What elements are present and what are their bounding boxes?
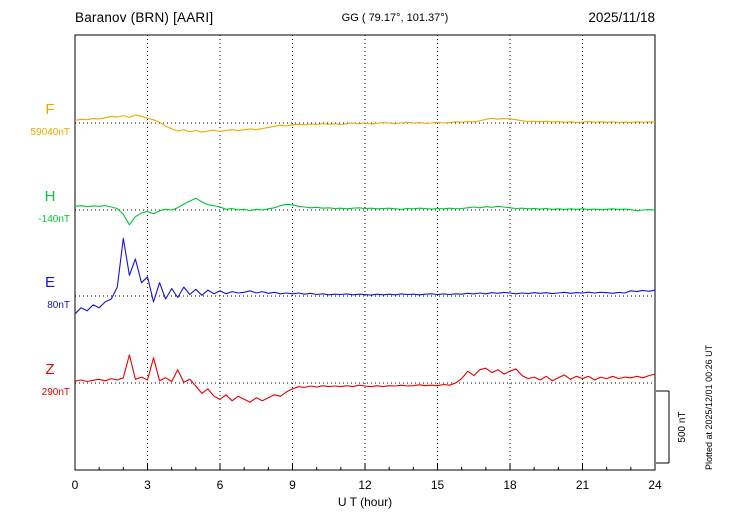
- plot-date: 2025/11/18: [588, 10, 655, 25]
- x-tick-label: 9: [289, 478, 296, 492]
- channel-value-Z: 290nT: [41, 387, 70, 398]
- trace-F: [74, 114, 656, 133]
- x-axis-title: U T (hour): [337, 495, 393, 509]
- geographic-coordinates: GG ( 79.17°, 101.37°): [341, 12, 449, 24]
- x-tick-label: 24: [648, 478, 662, 492]
- plotted-at-note: Plotted at 2025/12/01 00:26 UT: [704, 344, 714, 470]
- channel-label-Z: Z: [45, 361, 55, 378]
- channel-label-H: H: [44, 188, 56, 205]
- plot-border: [74, 34, 656, 471]
- channel-value-F: 59040nT: [30, 127, 70, 138]
- channel-value-E: 80nT: [47, 300, 70, 311]
- channel-value-H: -140nT: [38, 214, 70, 225]
- x-tick-label: 18: [503, 478, 517, 492]
- trace-H: [74, 197, 656, 226]
- scale-bar-label: 500 nT: [677, 411, 688, 442]
- x-tick-label: 0: [72, 478, 79, 492]
- trace-E: [74, 237, 656, 315]
- x-tick-label: 3: [144, 478, 151, 492]
- x-tick-label: 15: [431, 478, 445, 492]
- x-tick-label: 12: [358, 478, 372, 492]
- channel-label-E: E: [44, 274, 55, 291]
- channel-label-F: F: [45, 101, 55, 118]
- x-tick-label: 21: [576, 478, 590, 492]
- trace-Z: [74, 354, 656, 403]
- station-title: Baranov (BRN) [AARI]: [75, 10, 214, 25]
- x-tick-label: 6: [217, 478, 224, 492]
